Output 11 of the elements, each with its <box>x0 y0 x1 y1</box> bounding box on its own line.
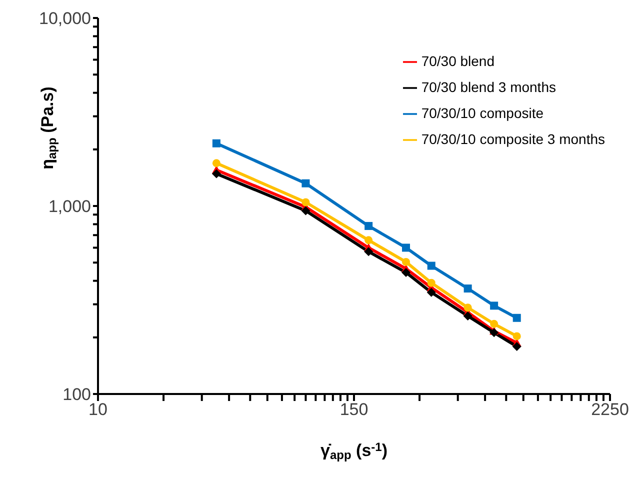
legend-label: 70/30 blend 3 months <box>421 79 556 95</box>
y-tick-label: 10,000 <box>39 9 91 28</box>
x-tick-label: 2250 <box>591 400 629 420</box>
legend-label: 70/30/10 composite <box>421 105 544 121</box>
y-tick-label: 1,000 <box>48 197 91 216</box>
legend-label: 70/30/10 composite 3 months <box>421 131 605 147</box>
x-axis-title: γ̇$_{app}$ (s$^{-1}$) <box>320 440 388 462</box>
x-tick-label: 10 <box>88 400 108 420</box>
legend-label: 70/30 blend <box>421 53 495 69</box>
y-tick-label: 100 <box>62 385 91 404</box>
x-tick-label: 150 <box>340 400 368 420</box>
